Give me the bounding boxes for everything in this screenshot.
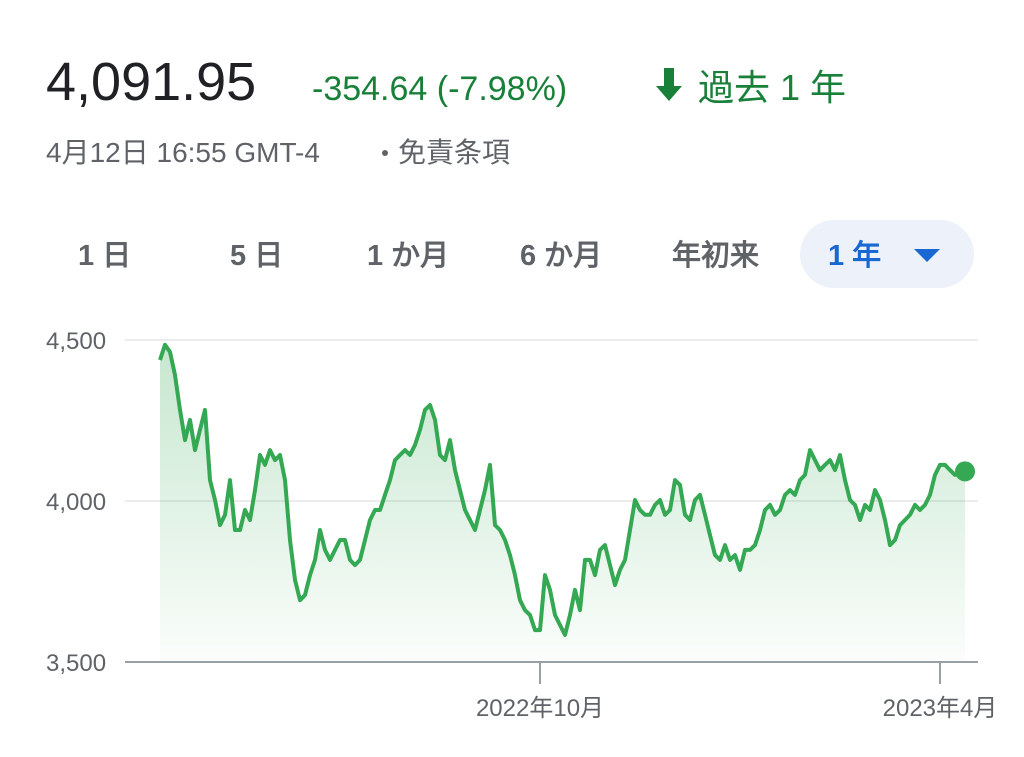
separator <box>382 150 388 156</box>
range-tab[interactable]: 1 日 <box>78 240 131 272</box>
price-change: -354.64 (-7.98%) <box>312 70 567 108</box>
range-tab[interactable]: 6 か月 <box>520 240 602 272</box>
range-tab[interactable]: 1 か月 <box>367 240 449 272</box>
down-arrow <box>656 68 682 101</box>
y-tick-label: 4,500 <box>46 328 106 355</box>
selected-tab-bg <box>800 220 974 288</box>
x-tick-label: 2023年4月 <box>883 695 998 722</box>
range-tab[interactable]: 1 年 <box>828 238 881 272</box>
x-tick-label: 2022年10月 <box>476 695 604 722</box>
last-point <box>955 461 975 482</box>
y-tick-label: 3,500 <box>46 650 106 677</box>
range-tab[interactable]: 5 日 <box>230 240 283 272</box>
dropdown-icon[interactable] <box>914 249 940 262</box>
timestamp: 4月12日 16:55 GMT-4 <box>46 137 320 168</box>
y-tick-label: 4,000 <box>46 489 106 516</box>
period: 過去 1 年 <box>698 67 846 108</box>
area <box>160 344 965 662</box>
price-line <box>158 342 966 637</box>
disclaimer-link[interactable]: 免責条項 <box>398 137 510 168</box>
price: 4,091.95 <box>46 52 256 112</box>
range-tab[interactable]: 年初来 <box>672 238 759 272</box>
